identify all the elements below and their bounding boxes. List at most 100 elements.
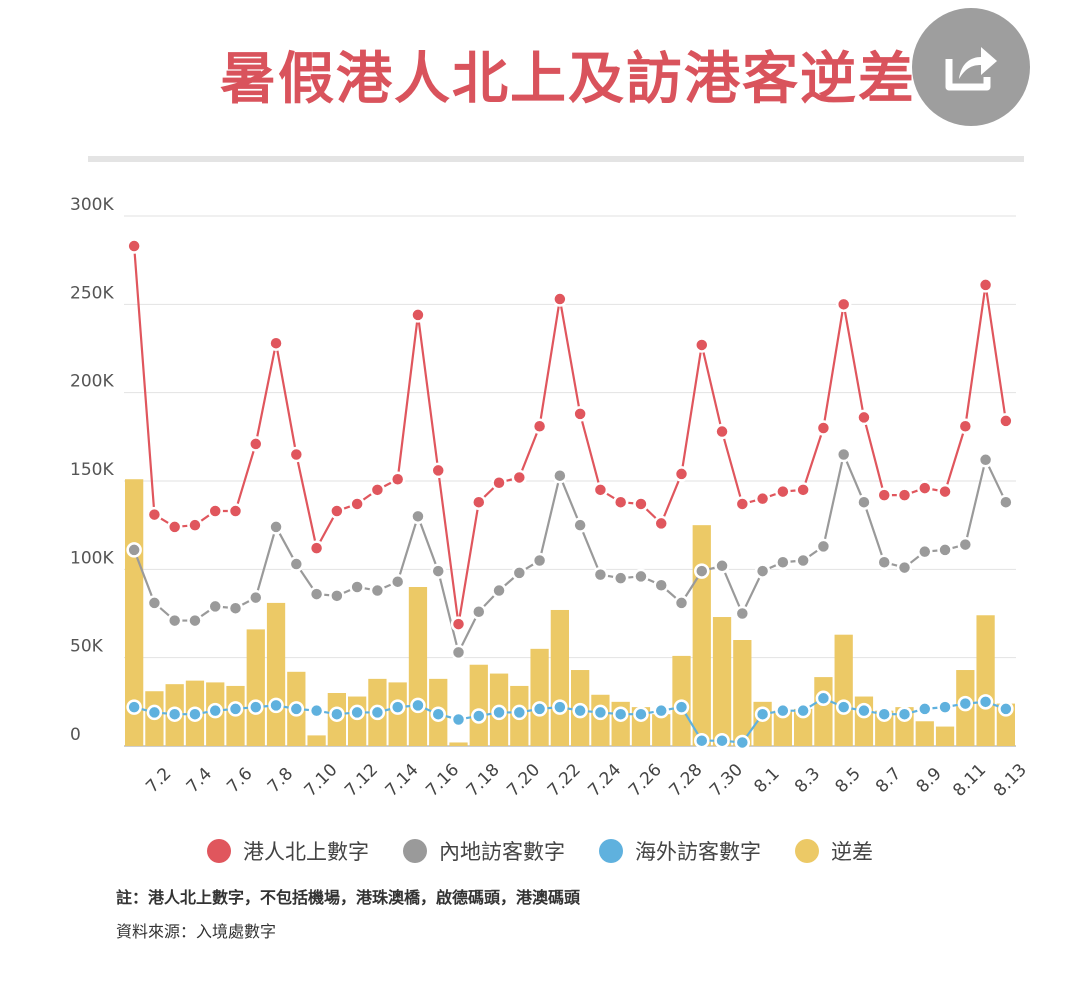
mainland-point: [653, 577, 669, 593]
mainland-point: [531, 552, 548, 569]
hk-north-point: [612, 494, 629, 510]
overseas-point: [998, 701, 1014, 717]
y-tick-label: 200K: [70, 372, 114, 392]
hk-north-point: [694, 337, 710, 353]
hk-north-point: [329, 503, 345, 519]
legend: 港人北上數字 內地訪客數字 海外訪客數字 逆差: [0, 836, 1080, 866]
x-tick-label: 7.8: [264, 764, 297, 797]
mainland-point: [775, 554, 791, 571]
overseas-point: [694, 732, 710, 749]
hk-north-point: [308, 540, 325, 556]
x-tick-label: 7.28: [666, 760, 707, 801]
overseas-point: [815, 690, 832, 707]
overseas-point: [572, 702, 588, 719]
mainland-point: [146, 595, 163, 611]
overseas-point: [531, 701, 548, 717]
x-tick-label: 8.9: [913, 764, 946, 797]
hk-north-point: [511, 469, 528, 486]
mainland-point: [471, 603, 487, 620]
mainland-point: [754, 563, 771, 579]
x-tick-label: 7.4: [183, 764, 216, 797]
mainland-point: [552, 467, 568, 484]
overseas-point: [450, 711, 467, 728]
hk-north-point: [288, 446, 305, 463]
x-tick-label: 8.5: [832, 764, 865, 797]
y-tick-label: 250K: [70, 283, 114, 303]
deficit-bar: [935, 726, 955, 746]
hk-north-point: [633, 496, 649, 512]
hk-north-point: [552, 291, 568, 307]
mainland-point: [288, 556, 305, 572]
mainland-point: [714, 558, 730, 574]
mainland-point: [937, 542, 953, 558]
x-tick-label: 7.22: [544, 760, 585, 801]
hk-north-point: [977, 277, 994, 293]
deficit-bar: [773, 710, 792, 746]
hk-north-point: [531, 418, 548, 434]
mainland-point: [166, 612, 183, 629]
x-tick-label: 8.13: [990, 760, 1031, 801]
mainland-point: [430, 563, 446, 579]
hk-north-point: [856, 409, 872, 426]
overseas-point: [592, 704, 609, 721]
overseas-point: [207, 702, 223, 719]
hk-north-point: [491, 475, 507, 491]
mainland-point: [835, 446, 852, 463]
x-tick-label: 7.10: [301, 760, 342, 801]
legend-marker-overseas: [599, 839, 623, 863]
overseas-point: [917, 701, 933, 717]
x-tick-label: 8.11: [949, 760, 990, 801]
hk-north-point: [450, 616, 467, 632]
mainland-point: [856, 494, 872, 510]
deficit-bar: [692, 525, 711, 746]
mainland-point: [389, 573, 406, 590]
x-tick-label: 7.14: [382, 760, 423, 801]
hk-north-point: [166, 519, 183, 535]
overseas-point: [166, 706, 183, 722]
hk-north-point: [917, 480, 933, 496]
mainland-point: [187, 612, 203, 629]
hk-north-point: [410, 307, 426, 323]
hk-north-point: [835, 296, 852, 313]
overseas-point: [856, 702, 872, 719]
overseas-point: [775, 702, 791, 719]
deficit-bar: [246, 629, 265, 746]
legend-item-deficit: 逆差: [795, 836, 873, 866]
deficit-bar: [530, 648, 549, 746]
x-tick-label: 8.7: [872, 764, 905, 797]
overseas-point: [187, 706, 203, 722]
hk-north-point: [998, 413, 1014, 429]
deficit-bar: [814, 677, 833, 746]
overseas-point: [288, 701, 305, 717]
mainland-point: [308, 586, 325, 602]
mainland-point: [572, 517, 588, 533]
overseas-point: [329, 706, 345, 722]
x-tick-label: 8.1: [750, 764, 783, 797]
mainland-point: [896, 559, 913, 576]
legend-label-hk-north: 港人北上數字: [243, 840, 369, 864]
hk-north-point: [187, 517, 203, 533]
deficit-bar: [449, 742, 468, 746]
overseas-point: [612, 706, 629, 722]
deficit-bar: [469, 664, 488, 746]
x-tick-label: 7.2: [142, 764, 175, 797]
overseas-point: [977, 694, 994, 710]
hk-north-point: [653, 515, 669, 532]
mainland-point: [795, 552, 811, 569]
share-icon: [945, 47, 997, 91]
mainland-line: [133, 450, 1007, 656]
mainland-point: [612, 570, 629, 586]
share-button[interactable]: [912, 8, 1030, 126]
overseas-point: [714, 732, 730, 749]
overseas-point: [126, 699, 142, 715]
mainland-point: [349, 579, 365, 595]
overseas-point: [633, 706, 649, 722]
legend-label-overseas: 海外訪客數字: [635, 840, 761, 864]
legend-item-overseas: 海外訪客數字: [599, 836, 761, 866]
mainland-point: [815, 538, 832, 555]
overseas-point: [754, 706, 771, 722]
mainland-point: [511, 565, 528, 581]
overseas-point: [653, 702, 669, 719]
y-tick-label: 300K: [70, 195, 114, 215]
legend-marker-hk-north: [207, 839, 231, 863]
